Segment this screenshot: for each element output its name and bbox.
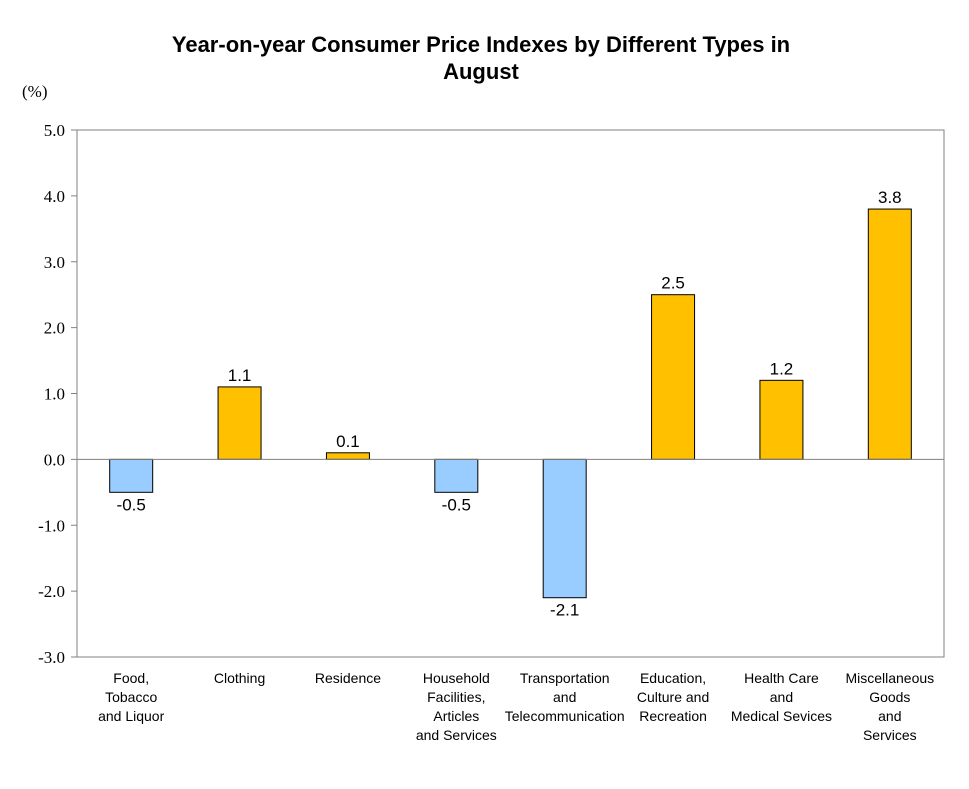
x-tick-label-line: Miscellaneous [845, 670, 934, 686]
x-tick-label-line: Services [863, 727, 917, 743]
x-tick-label-line: and [878, 708, 901, 724]
x-tick-label-line: Medical Sevices [731, 708, 832, 724]
y-tick-label: 2.0 [44, 319, 65, 338]
data-label: -0.5 [117, 495, 146, 514]
x-tick-label-line: Education, [640, 670, 706, 686]
data-label: 1.1 [228, 366, 252, 385]
plot-area [76, 129, 945, 658]
x-tick-label: Health Care and Medical Sevices [731, 670, 832, 724]
x-tick-label-line: Recreation [639, 708, 707, 724]
bar-1 [217, 386, 262, 460]
x-tick-label: Clothing [214, 670, 265, 686]
x-tick-label: Food, Tobacco and Liquor [98, 670, 165, 724]
x-tick-label-line: Culture and [637, 689, 709, 705]
x-tick-label: Education, Culture and Recreation [637, 670, 709, 724]
x-tick-label-line: Food, [113, 670, 149, 686]
chart-title-line-1: Year-on-year Consumer Price Indexes by D… [172, 32, 790, 57]
chart-title-line-2: August [443, 59, 519, 84]
x-tick-label-line: and [770, 689, 793, 705]
x-tick-label-line: Residence [315, 670, 381, 686]
bar-3 [434, 458, 479, 493]
bars [109, 208, 912, 599]
y-axis-ticks: 5.0 4.0 3.0 2.0 1.0 0.0 -1.0 -2.0 -3.0 [38, 121, 77, 667]
y-tick-label: 1.0 [44, 385, 65, 404]
x-axis-category-labels: Food, Tobacco and Liquor Clothing Residence H… [98, 670, 934, 743]
x-tick-label-line: Articles [433, 708, 479, 724]
y-tick-label: -3.0 [38, 648, 65, 667]
x-tick-label: Transportation and Telecommunication [505, 670, 625, 724]
bar-7 [867, 208, 912, 460]
y-axis-unit-label: (%) [22, 82, 47, 101]
x-tick-label-line: Health Care [744, 670, 819, 686]
x-tick-label-line: Tobacco [105, 689, 157, 705]
y-tick-label: 3.0 [44, 253, 65, 272]
x-tick-label-line: Household [423, 670, 490, 686]
data-label: 3.8 [878, 188, 902, 207]
y-tick-label: -2.0 [38, 582, 65, 601]
y-tick-label: 5.0 [44, 121, 65, 140]
x-tick-label: Household Facilities, Articles and Services [416, 670, 497, 743]
x-tick-label: Residence [315, 670, 381, 686]
y-tick-label: 0.0 [44, 450, 65, 469]
x-tick-label-line: Goods [869, 689, 910, 705]
data-label: 1.2 [770, 359, 794, 378]
y-tick-label: -1.0 [38, 516, 65, 535]
x-tick-label-line: and Liquor [98, 708, 165, 724]
x-tick-label-line: Clothing [214, 670, 265, 686]
bar-6 [759, 379, 804, 460]
data-labels: -0.5 1.1 0.1 -0.5 -2.1 2.5 1.2 3.8 [117, 188, 902, 620]
data-label: 0.1 [336, 432, 360, 451]
y-tick-label: 4.0 [44, 187, 65, 206]
x-tick-label-line: and [553, 689, 576, 705]
x-tick-label-line: and Services [416, 727, 497, 743]
bar-4 [542, 458, 587, 599]
bar-2 [325, 452, 370, 460]
x-tick-label-line: Telecommunication [505, 708, 625, 724]
x-tick-label-line: Transportation [520, 670, 610, 686]
bar-0 [109, 458, 154, 493]
data-label: -0.5 [442, 495, 471, 514]
data-label: 2.5 [661, 274, 685, 293]
bar-5 [651, 294, 696, 460]
data-label: -2.1 [550, 601, 579, 620]
x-tick-label-line: Facilities, [427, 689, 485, 705]
x-tick-label: Miscellaneous Goods and Services [845, 670, 934, 743]
